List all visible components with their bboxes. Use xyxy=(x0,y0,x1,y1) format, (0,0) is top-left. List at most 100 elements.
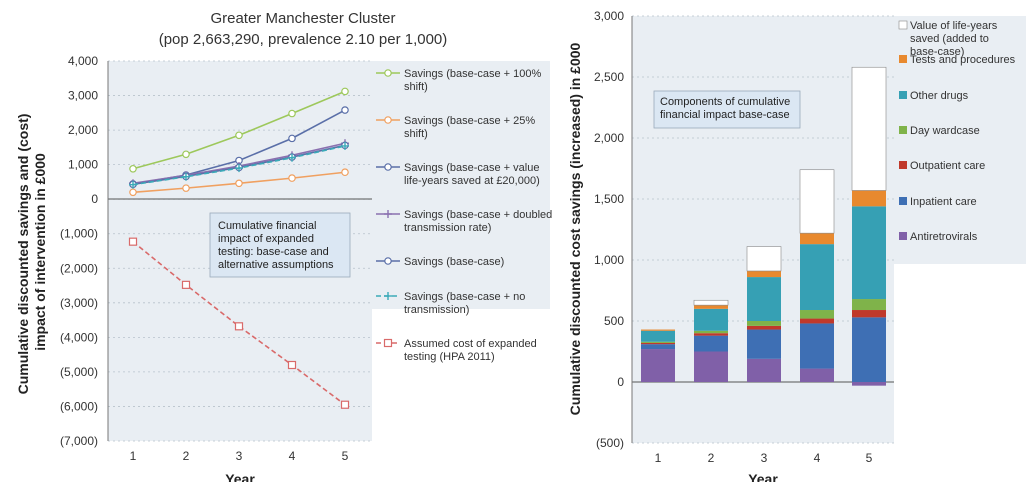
text-line: Tests and procedures xyxy=(910,54,1016,66)
bar-segment xyxy=(747,270,781,278)
text-line: Savings (base-case + 100% xyxy=(404,68,541,80)
line-y-tick-label: (7,000) xyxy=(60,434,98,448)
line-point xyxy=(341,87,349,96)
line-annotation-text: Cumulative financial impact of expanded te… xyxy=(218,220,334,271)
bar-x-tick-label: 3 xyxy=(761,451,768,465)
line-ylabel-line2: impact of intervention in £000 xyxy=(32,153,48,351)
bar-chart: 3,000 2,500 2,000 1,500 1,000 500 0 (500) 1 2 3 4 5… xyxy=(567,9,1026,482)
text-line: testing (HPA 2011) xyxy=(404,351,495,363)
text-line: alternative assumptions xyxy=(218,259,334,271)
text-line: Inpatient care xyxy=(910,196,977,208)
bar-y-tick-label: 1,000 xyxy=(594,253,624,267)
bar-segment xyxy=(694,351,728,382)
text-line: transmission) xyxy=(404,304,469,316)
line-legend-label: Savings (base-case + 100% shift) xyxy=(404,68,541,93)
bar-x-tick-label: 5 xyxy=(866,451,873,465)
bar-segment xyxy=(852,299,886,311)
bar-legend-swatch xyxy=(899,91,907,99)
line-y-tick-label: (1,000) xyxy=(60,227,98,241)
line-legend-label: Savings (base-case) xyxy=(404,256,504,268)
bar-annotation-box: Components of cumulative financial impact… xyxy=(653,90,801,129)
text-line: saved (added to xyxy=(910,33,989,45)
bar-legend-label: Antiretrovirals xyxy=(910,231,978,243)
line-chart-ylabel: Cumulative discounted savings and (cost)… xyxy=(15,110,48,395)
line-point xyxy=(181,280,191,289)
line-legend-label: Assumed cost of expanded testing (HPA 201… xyxy=(404,338,537,363)
bar-segment xyxy=(641,344,675,350)
bar-segment xyxy=(694,333,728,336)
bar-segment xyxy=(747,277,781,321)
bar-segment xyxy=(800,233,834,245)
text-line: life-years saved at £20,000) xyxy=(404,175,540,187)
line-point xyxy=(288,134,296,143)
line-y-tick-label: (5,000) xyxy=(60,365,98,379)
bar-legend-label: Inpatient care xyxy=(910,196,977,208)
line-legend-label: Savings (base-case + no transmission) xyxy=(404,291,525,316)
bar-y-tick-label: 500 xyxy=(604,314,624,328)
text-line: shift) xyxy=(404,128,428,140)
line-x-tick-label: 1 xyxy=(130,449,137,463)
line-chart-subtitle: (pop 2,663,290, prevalence 2.10 per 1,00… xyxy=(159,31,448,48)
line-annotation-box: Cumulative financial impact of expanded te… xyxy=(209,212,351,278)
bar-segment xyxy=(694,305,728,309)
line-legend-marker xyxy=(384,69,392,77)
bar-segment xyxy=(641,330,675,342)
line-point xyxy=(341,168,349,177)
bar-y-tick-label: 2,500 xyxy=(594,70,624,84)
bar-segment xyxy=(747,321,781,326)
line-y-tick-label: 0 xyxy=(91,192,98,206)
line-point xyxy=(288,109,296,118)
text-line: base-case) xyxy=(910,46,964,58)
text-line: Value of life-years xyxy=(910,20,998,32)
line-point xyxy=(182,184,190,192)
bar-segment xyxy=(694,308,728,331)
bar-segment xyxy=(747,358,781,382)
line-y-tick-label: (2,000) xyxy=(60,261,98,275)
bar-segment xyxy=(852,310,886,318)
text-line: impact of expanded xyxy=(218,233,314,245)
line-legend-marker xyxy=(384,257,392,265)
text-line: transmission rate) xyxy=(404,222,491,234)
bar-y-tick-label: (500) xyxy=(596,436,624,450)
bar-y-tick-label: 1,500 xyxy=(594,192,624,206)
bar-chart-ylabel: Cumulative discounted cost savings (incr… xyxy=(567,42,583,415)
line-point xyxy=(234,322,244,331)
line-x-tick-label: 3 xyxy=(236,449,243,463)
text-line: Savings (base-case + 25% xyxy=(404,115,535,127)
bar-legend-label: Other drugs xyxy=(910,90,969,102)
line-legend-label: Savings (base-case + value life-years sav… xyxy=(404,162,540,187)
text-line: Cumulative financial xyxy=(218,220,316,232)
text-line: Other drugs xyxy=(910,90,969,102)
line-y-tick-label: 2,000 xyxy=(68,123,98,137)
bar-y-tick-label: 2,000 xyxy=(594,131,624,145)
line-legend-marker xyxy=(384,116,392,124)
bar-segment xyxy=(641,341,675,343)
line-point xyxy=(288,174,296,182)
bar-segment xyxy=(641,329,675,331)
bar-segment xyxy=(694,330,728,334)
bar-x-tick-label: 4 xyxy=(814,451,821,465)
line-point xyxy=(128,237,138,246)
line-y-tick-label: (3,000) xyxy=(60,296,98,310)
bar-segment xyxy=(800,323,834,369)
line-legend-marker xyxy=(383,338,393,348)
bar-segment xyxy=(852,317,886,382)
bar-segment xyxy=(693,299,729,306)
bar-segment xyxy=(800,244,834,311)
bar-legend-swatch xyxy=(899,161,907,169)
line-point xyxy=(129,164,137,173)
text-line: Savings (base-case) xyxy=(404,256,504,268)
bar-segment xyxy=(746,246,782,272)
line-point xyxy=(287,360,297,370)
text-line: testing: base-case and xyxy=(218,246,329,258)
line-legend-marker xyxy=(384,163,392,171)
bar-y-tick-label: 3,000 xyxy=(594,9,624,23)
line-point xyxy=(340,400,350,409)
text-line: Savings (base-case + doubled xyxy=(404,209,552,221)
line-chart: Greater Manchester Cluster (pop 2,663,29… xyxy=(15,10,552,482)
bar-segment xyxy=(852,190,886,207)
line-legend-label: Savings (base-case + doubled transmission… xyxy=(404,209,552,234)
bar-segment xyxy=(694,335,728,352)
line-ylabel-line1: Cumulative discounted savings and (cost) xyxy=(15,114,31,395)
